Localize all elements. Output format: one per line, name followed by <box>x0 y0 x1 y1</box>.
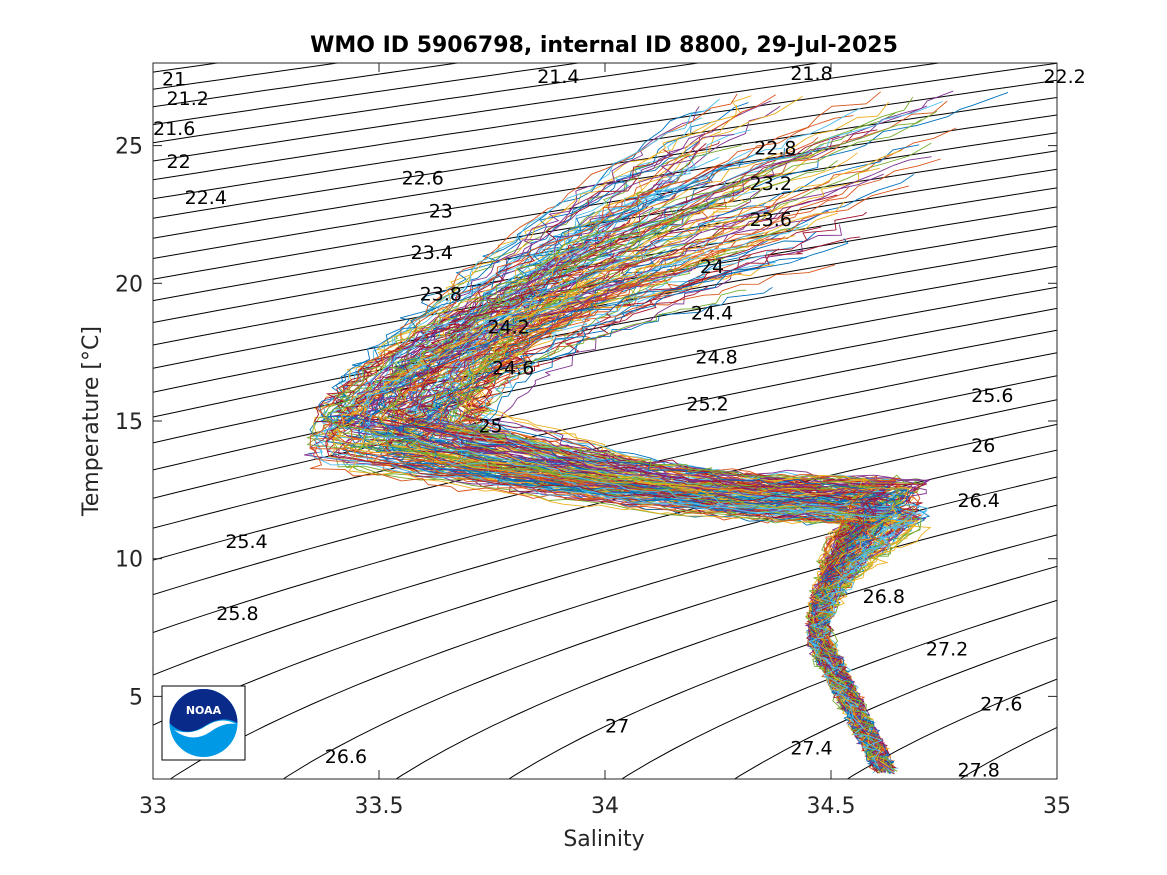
profile-line <box>382 238 896 770</box>
isopycnal-line <box>153 63 822 162</box>
isopycnal-label: 23.2 <box>750 173 792 195</box>
noaa-logo: NOAA <box>161 685 246 761</box>
isopycnal-line <box>395 534 1057 779</box>
profile-line <box>397 149 897 769</box>
isopycnal-label: 22.6 <box>402 168 444 190</box>
isopycnal-line <box>153 286 1057 471</box>
isopycnal-label: 24.4 <box>691 303 733 325</box>
isopycnal-label: 26.8 <box>863 586 905 608</box>
y-tick-label: 10 <box>115 548 143 573</box>
isopycnal-label: 24.8 <box>695 347 737 369</box>
isopycnal-line <box>153 423 1057 676</box>
profile-line <box>314 223 892 773</box>
isopycnal-line <box>153 79 1057 219</box>
x-tick-label: 33.5 <box>355 794 404 819</box>
isopycnal-label: 21.6 <box>153 118 195 140</box>
y-tick-label: 5 <box>129 685 143 710</box>
isopycnal-label: 25.8 <box>216 603 258 625</box>
isopycnal-label: 21.4 <box>537 66 579 88</box>
isopycnal-line <box>846 678 1057 779</box>
isopycnal-line <box>153 150 1057 302</box>
isopycnal-label: 23 <box>429 201 453 223</box>
isopycnal-line <box>153 352 1057 561</box>
isopycnal-label: 27.6 <box>980 694 1022 716</box>
isopycnal-label: 25 <box>478 416 502 438</box>
profile-line <box>358 281 895 772</box>
isopycnal-line <box>153 63 1057 200</box>
isopycnal-label: 25.6 <box>971 385 1013 407</box>
isopycnal-line <box>153 307 1057 499</box>
isopycnal-line <box>153 245 1057 418</box>
isopycnal-label: 25.2 <box>686 393 728 415</box>
isopycnal-label: 23.4 <box>411 242 453 264</box>
isopycnal-label: 23.8 <box>420 283 462 305</box>
isopycnal-line <box>508 565 1057 779</box>
profile-line <box>309 91 888 770</box>
y-tick-label: 25 <box>115 135 143 160</box>
isopycnal-line <box>153 225 1057 393</box>
isopycnal-label: 21 <box>162 69 186 91</box>
profile-line <box>360 203 905 770</box>
isopycnal-label: 22 <box>167 151 191 173</box>
isopycnal-line <box>153 63 702 144</box>
y-tick-label: 20 <box>115 272 143 297</box>
profile-line <box>350 202 891 769</box>
isopycnal-label: 27 <box>605 716 629 738</box>
y-axis-title: Temperature [°C] <box>79 326 104 517</box>
profile-line <box>340 284 892 771</box>
x-axis: 33 33.5 34 34.5 35 <box>139 63 1071 819</box>
isopycnal-line <box>153 97 1057 239</box>
isopycnal-label: 21.2 <box>167 88 209 110</box>
y-tick-label: 15 <box>115 410 143 435</box>
isopycnal-label: 27.8 <box>958 760 1000 782</box>
isopycnal-label: 26.6 <box>325 746 367 768</box>
x-tick-label: 34 <box>591 794 619 819</box>
chart-title: WMO ID 5906798, internal ID 8800, 29-Jul… <box>310 33 898 58</box>
isopycnal-line <box>153 63 341 90</box>
isopycnal-line <box>153 449 1057 726</box>
isopycnal-line <box>153 63 943 181</box>
isopycnal-label: 23.6 <box>750 209 792 231</box>
isopycnal-label: 22.8 <box>754 137 796 159</box>
noaa-logo-text: NOAA <box>186 704 222 717</box>
isopycnal-label: 24.2 <box>487 316 529 338</box>
isopycnal-label: 22.2 <box>1043 66 1085 88</box>
isopycnal-line <box>282 504 1057 779</box>
x-tick-label: 35 <box>1043 794 1071 819</box>
profile-lines <box>304 90 1009 775</box>
isopycnal-label: 27.2 <box>926 639 968 661</box>
isopycnal-label: 27.4 <box>790 738 832 760</box>
isopycnal-line <box>733 637 1057 779</box>
isopycnal-label: 24 <box>700 256 724 278</box>
isopycnal-line <box>153 63 582 126</box>
isopycnal-line <box>153 329 1057 529</box>
isopycnal-label: 21.8 <box>790 63 832 85</box>
isopycnal-label: 26 <box>971 435 995 457</box>
isopycnal-label: 24.6 <box>492 358 534 380</box>
isopycnal-label: 26.4 <box>958 490 1000 512</box>
x-tick-label: 33 <box>139 794 167 819</box>
x-tick-label: 34.5 <box>807 794 856 819</box>
profile-line <box>417 134 895 768</box>
profile-line <box>333 201 910 768</box>
y-axis: 5 10 15 20 25 <box>115 135 1057 710</box>
isopycnal-label: 25.4 <box>225 531 267 553</box>
isopycnal-line <box>153 63 461 108</box>
profile-line <box>313 207 889 771</box>
isopycnal-line <box>620 599 1057 779</box>
profile-line <box>377 144 901 772</box>
isopycnal-line <box>153 265 1057 444</box>
profile-line <box>323 110 938 768</box>
isopycnal-label: 22.4 <box>185 187 227 209</box>
x-axis-title: Salinity <box>563 827 644 852</box>
